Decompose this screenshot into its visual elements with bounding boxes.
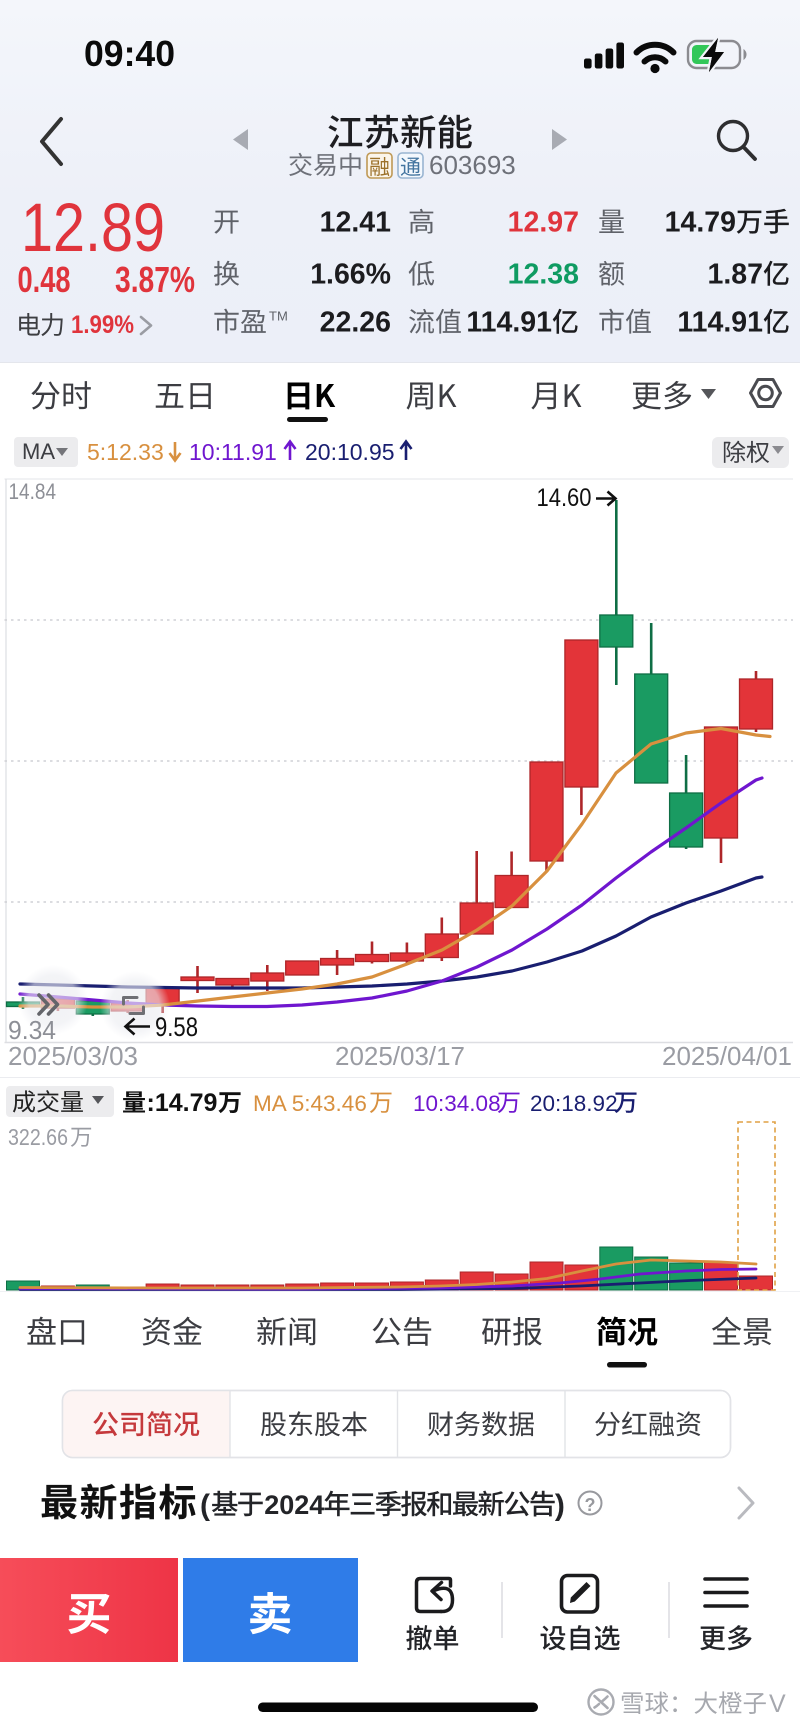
svg-text:12.38: 12.38 bbox=[508, 259, 579, 291]
svg-text:(: ( bbox=[200, 1489, 210, 1522]
svg-text:603693: 603693 bbox=[429, 150, 516, 180]
svg-text:114.91: 114.91 bbox=[677, 307, 763, 339]
svg-text:322.66: 322.66 bbox=[8, 1124, 68, 1150]
svg-text:114.91: 114.91 bbox=[466, 307, 552, 339]
svg-text:9.34: 9.34 bbox=[8, 1015, 56, 1045]
svg-text:2024: 2024 bbox=[264, 1490, 324, 1520]
svg-text:TM: TM bbox=[269, 309, 288, 324]
svg-text::14.79: :14.79 bbox=[147, 1089, 218, 1117]
svg-text:10:34.08: 10:34.08 bbox=[413, 1091, 501, 1116]
svg-text:2025/03/17: 2025/03/17 bbox=[335, 1041, 465, 1071]
svg-text:1.99%: 1.99% bbox=[71, 311, 134, 339]
svg-text:V: V bbox=[769, 1690, 786, 1718]
svg-text:14.79: 14.79 bbox=[665, 207, 736, 239]
svg-text:): ) bbox=[555, 1489, 565, 1522]
svg-text:2025/04/01: 2025/04/01 bbox=[662, 1041, 792, 1071]
svg-text:0.48: 0.48 bbox=[18, 259, 71, 300]
svg-text:20:18.92: 20:18.92 bbox=[530, 1091, 618, 1116]
svg-text:14.60: 14.60 bbox=[537, 484, 592, 512]
svg-text:12.41: 12.41 bbox=[320, 207, 391, 239]
svg-text:20:10.95: 20:10.95 bbox=[305, 439, 395, 465]
svg-text:10:11.91: 10:11.91 bbox=[189, 439, 277, 465]
svg-text:12.97: 12.97 bbox=[508, 207, 579, 239]
svg-text:1.66%: 1.66% bbox=[310, 259, 391, 291]
svg-text:MA: MA bbox=[22, 439, 55, 464]
svg-text:2025/03/03: 2025/03/03 bbox=[8, 1041, 138, 1071]
svg-text:12.89: 12.89 bbox=[21, 189, 165, 266]
svg-text:09:40: 09:40 bbox=[84, 33, 175, 74]
svg-text:5:12.33: 5:12.33 bbox=[87, 439, 164, 465]
svg-text:22.26: 22.26 bbox=[320, 307, 391, 339]
svg-text:14.84: 14.84 bbox=[9, 479, 57, 504]
svg-text:3.87%: 3.87% bbox=[115, 259, 195, 300]
svg-text:MA 5:43.46: MA 5:43.46 bbox=[253, 1091, 367, 1116]
svg-text:1.87: 1.87 bbox=[708, 259, 763, 291]
svg-text:?: ? bbox=[585, 1495, 596, 1515]
svg-text:9.58: 9.58 bbox=[155, 1012, 198, 1042]
